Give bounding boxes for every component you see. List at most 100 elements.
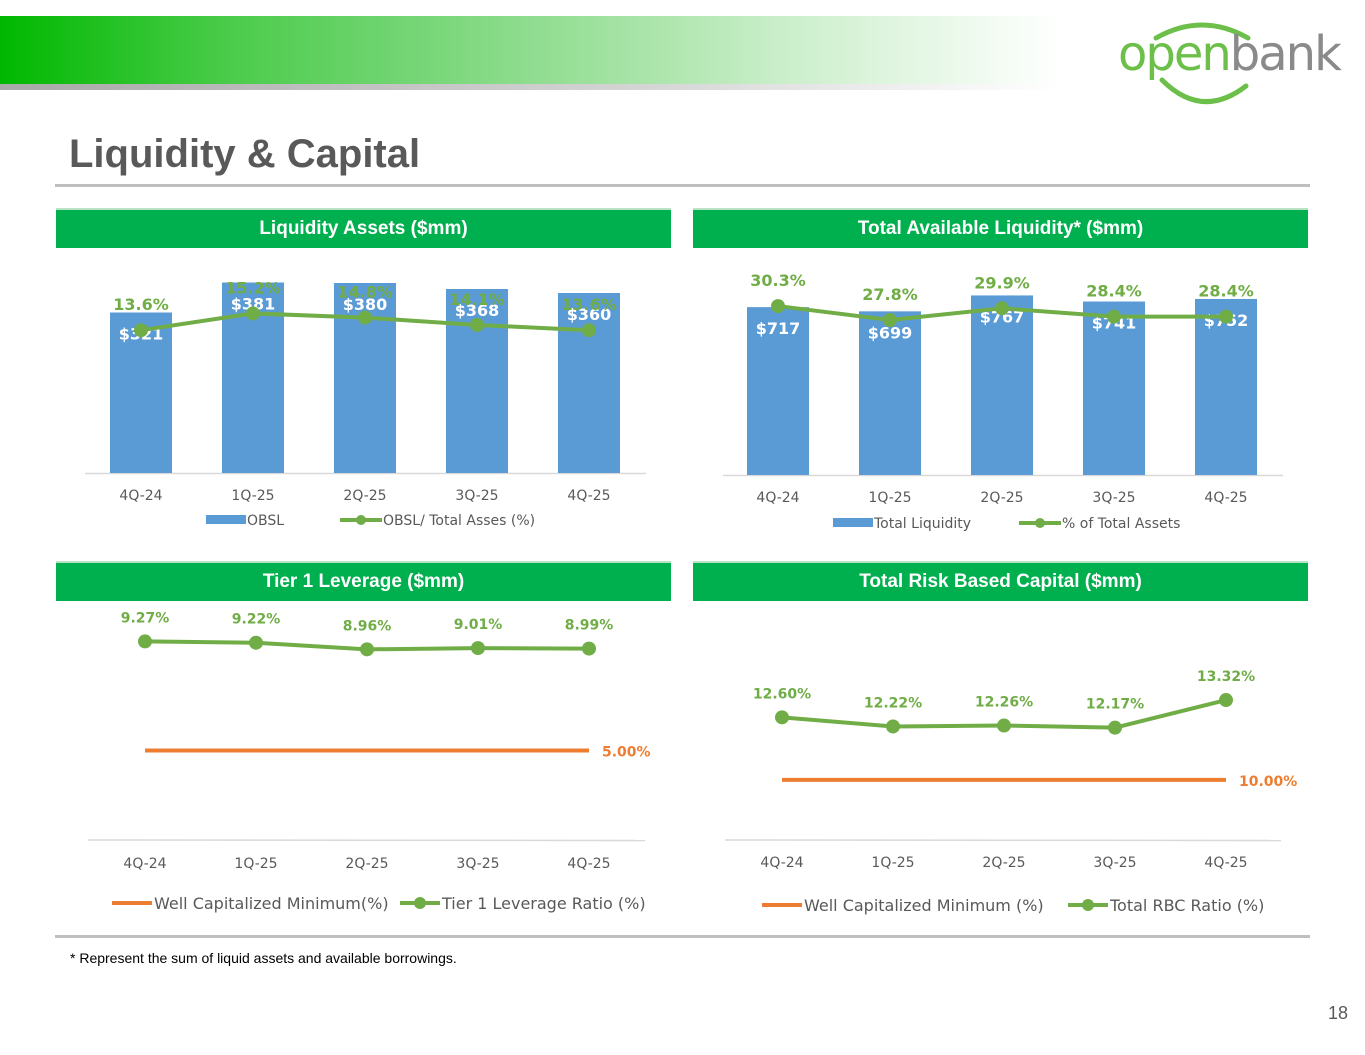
x-tick-label: 3Q-25 bbox=[1093, 855, 1136, 871]
x-tick-label: 4Q-25 bbox=[1204, 855, 1247, 871]
data-point bbox=[358, 310, 372, 325]
legend-bar-swatch bbox=[833, 518, 873, 527]
openbank-logo: openbank bbox=[1112, 18, 1362, 110]
data-point bbox=[582, 323, 596, 338]
bar bbox=[971, 295, 1033, 475]
footer-divider bbox=[55, 935, 1310, 938]
liquidity-assets-chart: 4Q-241Q-252Q-253Q-254Q-25$321$381$380$36… bbox=[85, 278, 646, 529]
legend-marker bbox=[1082, 899, 1094, 911]
legend-marker bbox=[356, 515, 366, 525]
total-available-liquidity-chart: 4Q-241Q-252Q-253Q-254Q-25$717$699$767$74… bbox=[723, 271, 1283, 532]
x-tick-label: 4Q-25 bbox=[1204, 490, 1247, 506]
legend-label: Tier 1 Leverage Ratio (%) bbox=[441, 894, 646, 913]
bar bbox=[747, 307, 809, 475]
line-value-label: 29.9% bbox=[974, 273, 1030, 292]
data-point bbox=[771, 299, 785, 314]
line-value-label: 13.6% bbox=[113, 295, 169, 314]
bar bbox=[1195, 298, 1257, 475]
bar-value-label: $717 bbox=[756, 319, 801, 338]
line-value-label: 12.60% bbox=[753, 686, 811, 702]
x-tick-label: 2Q-25 bbox=[980, 490, 1023, 506]
bar bbox=[558, 293, 620, 473]
liquidity-assets-title: Liquidity Assets ($mm) bbox=[56, 208, 671, 248]
x-tick-label: 2Q-25 bbox=[343, 488, 386, 504]
bar-value-label: $360 bbox=[567, 305, 612, 324]
x-tick-label: 4Q-24 bbox=[760, 855, 803, 871]
line-value-label: 28.4% bbox=[1198, 282, 1254, 301]
data-point bbox=[1108, 720, 1122, 735]
data-point bbox=[582, 641, 596, 656]
x-tick-label: 4Q-25 bbox=[567, 856, 610, 872]
data-point bbox=[138, 634, 152, 649]
line-value-label: 8.99% bbox=[565, 618, 614, 634]
page-title: Liquidity & Capital bbox=[69, 132, 421, 176]
legend-label: Well Capitalized Minimum (%) bbox=[804, 896, 1044, 915]
data-point bbox=[883, 313, 897, 328]
x-axis-line bbox=[724, 839, 1282, 842]
data-point bbox=[471, 641, 485, 656]
data-point bbox=[134, 323, 148, 338]
bar bbox=[1083, 301, 1145, 475]
bar-value-label: $380 bbox=[343, 295, 388, 314]
x-tick-label: 1Q-25 bbox=[231, 488, 274, 504]
x-tick-label: 4Q-25 bbox=[567, 488, 610, 504]
logo-open-text: open bbox=[1118, 26, 1232, 82]
minimum-end-label: 5.00% bbox=[602, 745, 651, 761]
line-value-label: 13.32% bbox=[1197, 669, 1255, 685]
bar-value-label: $767 bbox=[980, 307, 1025, 326]
x-tick-label: 3Q-25 bbox=[455, 488, 498, 504]
line-value-label: 14.8% bbox=[337, 283, 393, 302]
legend-marker bbox=[414, 897, 426, 909]
data-point bbox=[1219, 693, 1233, 708]
header-gradient-band bbox=[0, 16, 1060, 84]
footnote: * Represent the sum of liquid assets and… bbox=[70, 950, 457, 966]
line-value-label: 30.3% bbox=[750, 271, 806, 290]
header-band-shadow bbox=[0, 84, 1060, 90]
total-risk-based-capital-chart: 4Q-24 1Q-25 2Q-25 3Q-25 4Q-25 10.00% 12.60% 12.… bbox=[724, 669, 1297, 915]
total-available-liquidity-title: Total Available Liquidity* ($mm) bbox=[693, 208, 1308, 248]
x-tick-label: 4Q-24 bbox=[756, 490, 799, 506]
bar bbox=[110, 312, 172, 473]
line-value-label: 9.01% bbox=[454, 617, 503, 633]
legend-label: Well Capitalized Minimum(%) bbox=[154, 894, 389, 913]
line-value-label: 12.17% bbox=[1086, 697, 1144, 713]
data-point bbox=[886, 719, 900, 734]
minimum-end-label: 10.00% bbox=[1239, 774, 1297, 790]
data-point bbox=[360, 642, 374, 657]
line-value-label: 12.26% bbox=[975, 695, 1033, 711]
legend-label: Total RBC Ratio (%) bbox=[1109, 896, 1264, 915]
line-value-label: 9.27% bbox=[121, 610, 170, 626]
line-value-label: 8.96% bbox=[343, 618, 392, 634]
logo-bank-text: bank bbox=[1229, 26, 1342, 82]
line-value-label: 12.22% bbox=[864, 695, 922, 711]
data-point bbox=[1107, 309, 1121, 324]
legend-bar-swatch bbox=[206, 515, 246, 524]
x-axis-line bbox=[87, 839, 646, 842]
x-tick-label: 3Q-25 bbox=[456, 856, 499, 872]
data-point bbox=[997, 718, 1011, 733]
x-tick-label: 2Q-25 bbox=[345, 856, 388, 872]
tier1-leverage-title: Tier 1 Leverage ($mm) bbox=[56, 561, 671, 601]
data-point bbox=[995, 301, 1009, 316]
legend-label: Total Liquidity bbox=[873, 516, 971, 532]
line-value-label: 13.6% bbox=[561, 295, 617, 314]
line-value-label: 14.1% bbox=[449, 290, 505, 309]
x-tick-label: 2Q-25 bbox=[982, 855, 1025, 871]
line-value-label: 9.22% bbox=[232, 612, 281, 628]
x-tick-label: 1Q-25 bbox=[868, 490, 911, 506]
x-tick-label: 4Q-24 bbox=[123, 856, 166, 872]
legend-label: OBSL/ Total Asses (%) bbox=[383, 513, 535, 529]
total-risk-based-capital-title: Total Risk Based Capital ($mm) bbox=[693, 561, 1308, 601]
x-tick-label: 1Q-25 bbox=[871, 855, 914, 871]
legend-marker bbox=[1035, 518, 1045, 528]
logo-wordmark: openbank bbox=[1118, 30, 1342, 78]
x-tick-label: 1Q-25 bbox=[234, 856, 277, 872]
data-point bbox=[249, 635, 263, 650]
logo-arc-icon bbox=[1153, 22, 1251, 105]
bar-value-label: $368 bbox=[455, 301, 500, 320]
data-point bbox=[246, 306, 260, 321]
title-divider bbox=[55, 184, 1310, 187]
line-value-label: 27.8% bbox=[862, 285, 918, 304]
x-tick-label: 4Q-24 bbox=[119, 488, 162, 504]
bar-value-label: $381 bbox=[231, 295, 276, 314]
